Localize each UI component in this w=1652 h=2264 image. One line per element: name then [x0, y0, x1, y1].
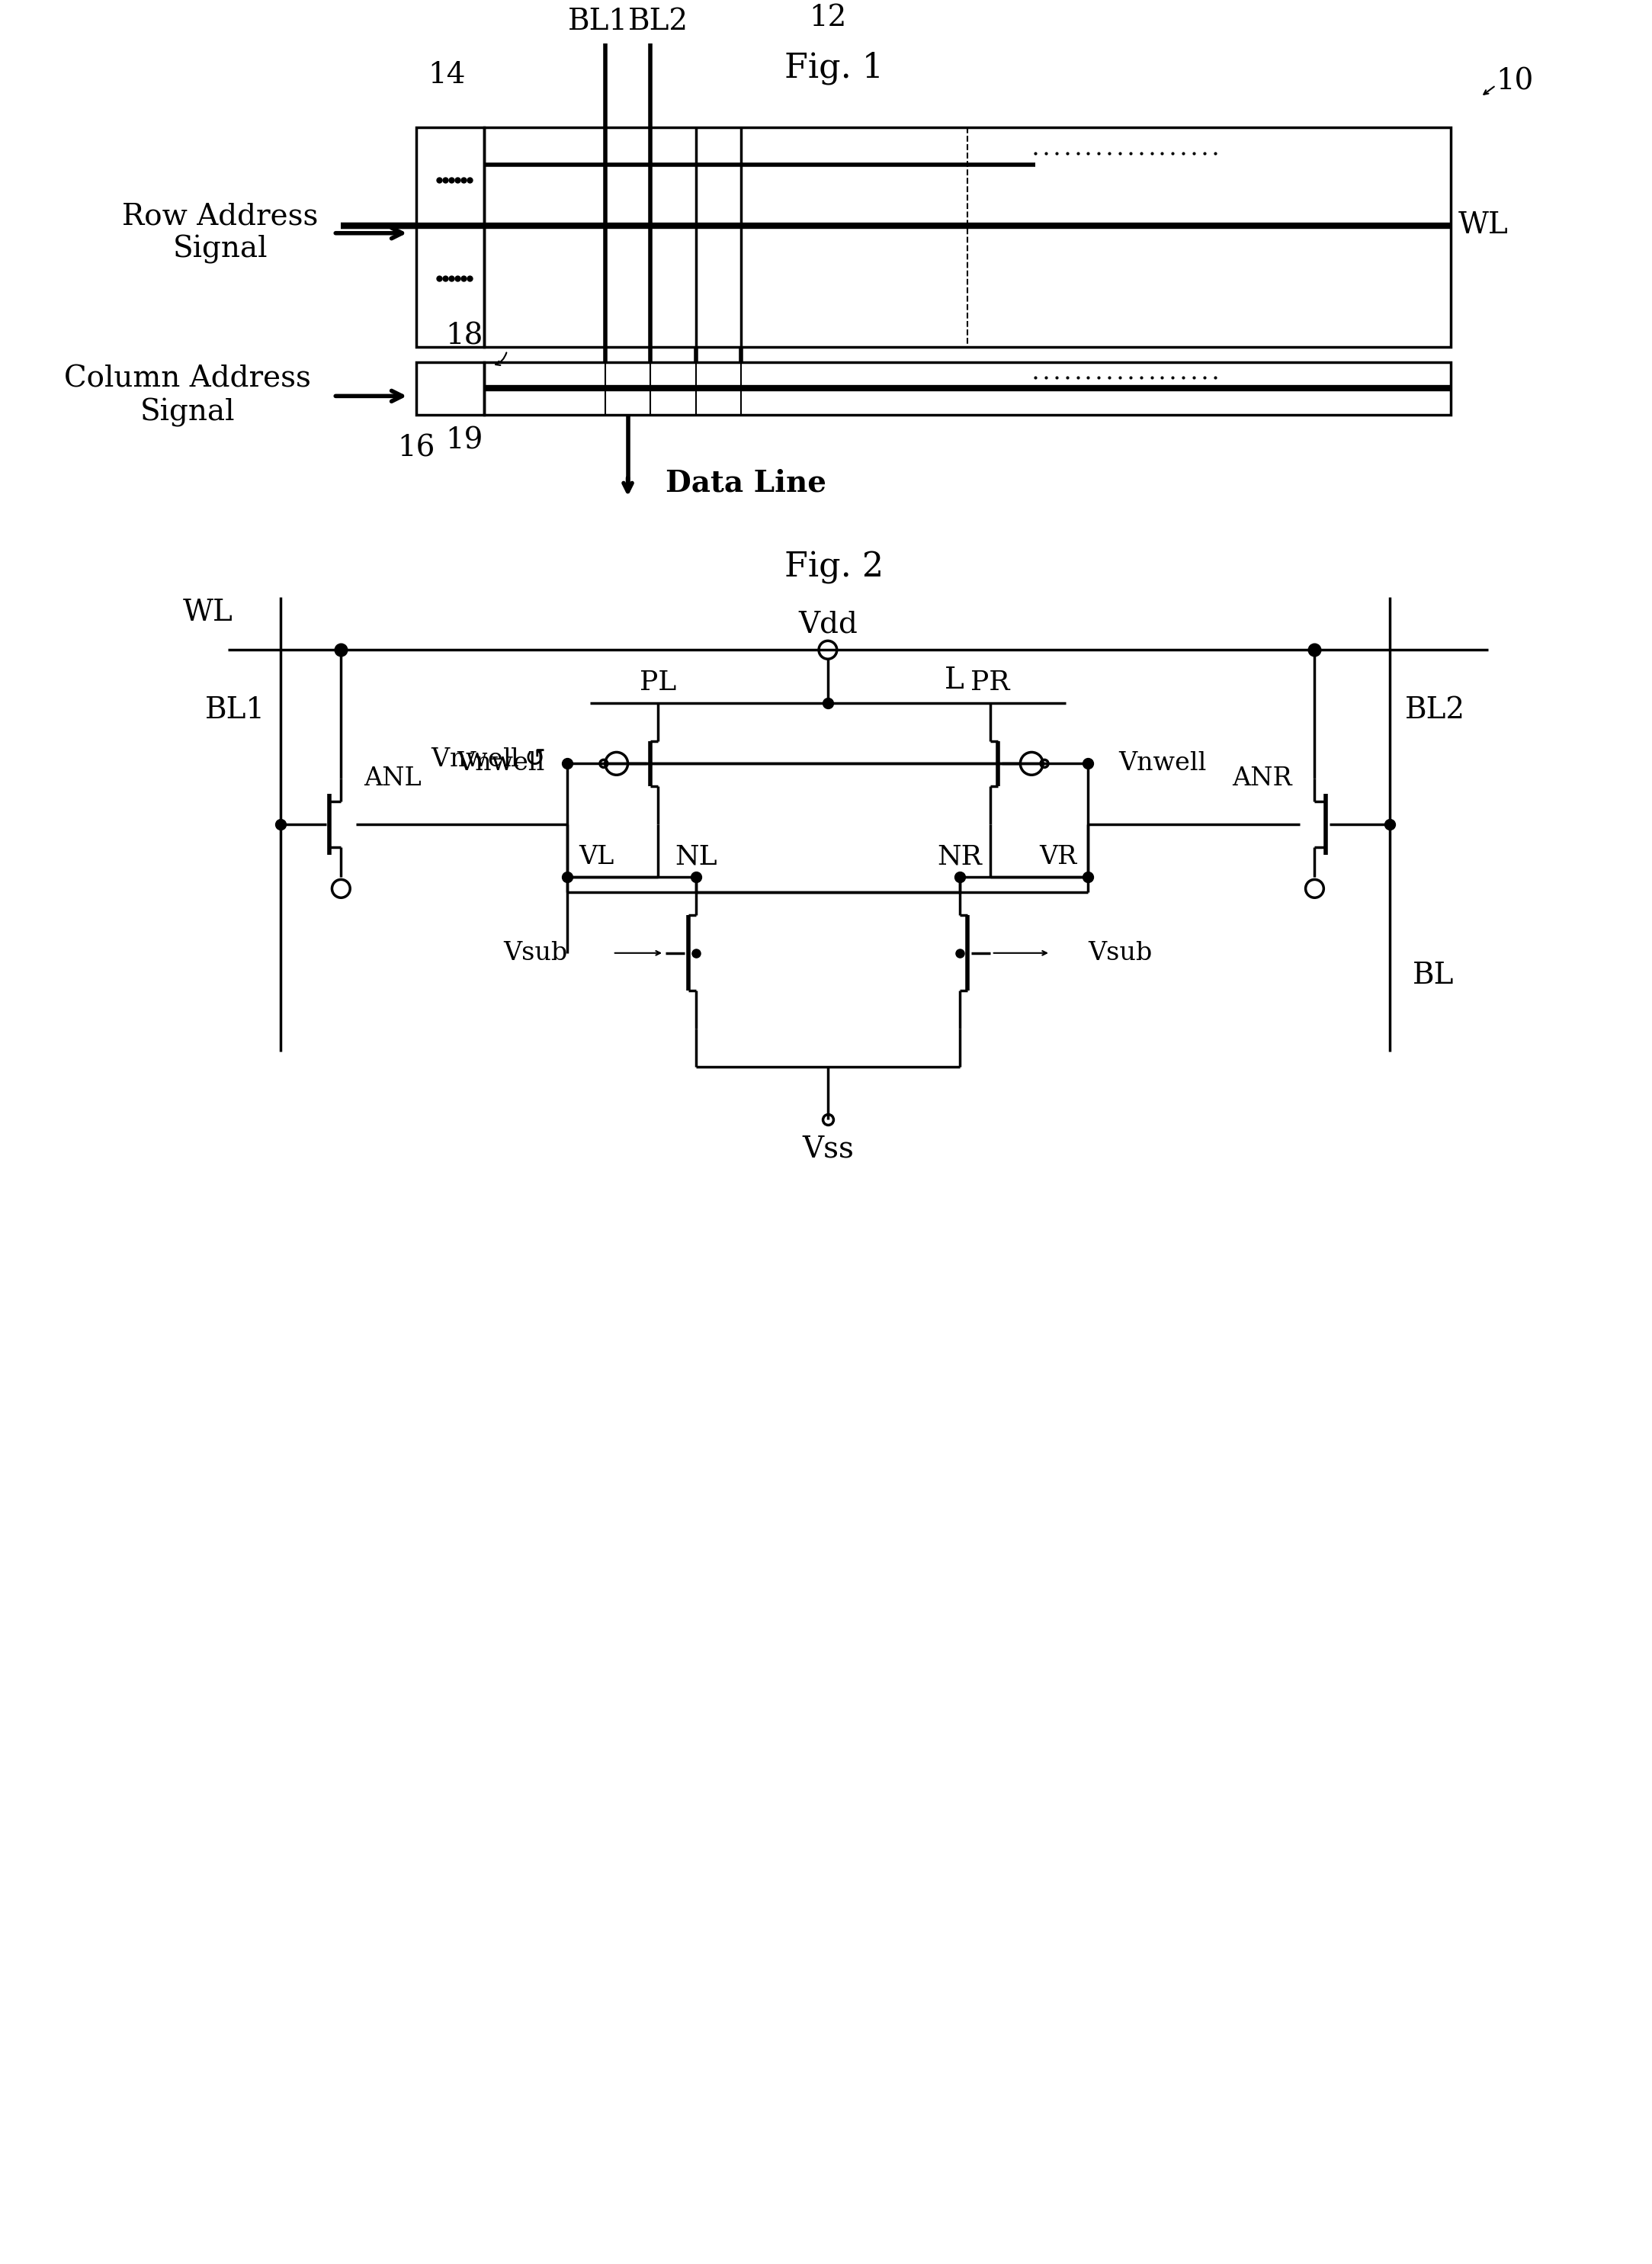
- Text: Row Address
Signal: Row Address Signal: [122, 201, 319, 265]
- Text: Data Line: Data Line: [666, 469, 826, 498]
- Text: BL1: BL1: [568, 7, 628, 36]
- Text: BL2: BL2: [628, 7, 689, 36]
- Text: Vsub: Vsub: [504, 942, 567, 964]
- Text: WL: WL: [1459, 211, 1508, 240]
- Text: BL1: BL1: [205, 697, 266, 724]
- Text: Column Address
Signal: Column Address Signal: [64, 365, 311, 428]
- Bar: [416, 362, 484, 414]
- Text: Fig. 2: Fig. 2: [785, 552, 884, 584]
- Text: 10: 10: [1495, 68, 1533, 95]
- Bar: [484, 127, 1450, 346]
- Text: ANR: ANR: [1232, 767, 1292, 790]
- Text: Vsub: Vsub: [1089, 942, 1153, 964]
- Text: Vnwell: Vnwell: [458, 752, 545, 777]
- Text: Vnwell: Vnwell: [1118, 752, 1206, 777]
- Text: PR: PR: [970, 670, 1009, 695]
- Text: NR: NR: [937, 844, 983, 869]
- Text: L: L: [945, 666, 965, 695]
- Text: 16: 16: [398, 435, 436, 462]
- Text: Vnwell$\circlearrowleft$: Vnwell$\circlearrowleft$: [431, 747, 545, 772]
- Text: PL: PL: [639, 670, 676, 695]
- Text: Fig. 1: Fig. 1: [785, 52, 884, 84]
- Text: VR: VR: [1039, 844, 1077, 869]
- Text: ANL: ANL: [363, 767, 421, 790]
- Text: WL: WL: [182, 600, 233, 627]
- Text: VL: VL: [578, 844, 615, 869]
- Bar: [484, 362, 1450, 414]
- Text: BL: BL: [1412, 962, 1454, 989]
- Text: 18: 18: [446, 321, 482, 351]
- Text: 14: 14: [428, 61, 466, 88]
- Text: Vdd: Vdd: [798, 611, 857, 638]
- Text: BL2: BL2: [1406, 697, 1465, 724]
- Bar: [416, 127, 484, 346]
- Text: 12: 12: [809, 5, 846, 32]
- Text: 19: 19: [446, 426, 482, 455]
- Text: NL: NL: [674, 844, 717, 869]
- Text: Vss: Vss: [801, 1134, 854, 1164]
